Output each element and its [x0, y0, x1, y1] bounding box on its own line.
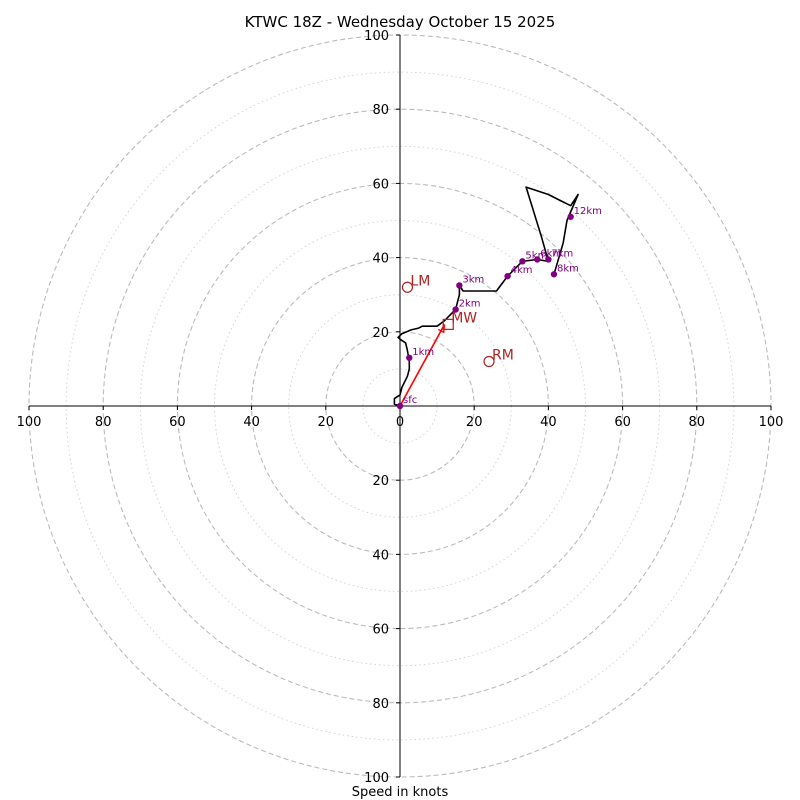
y-tick-label: 20 [372, 326, 389, 341]
x-tick-label: 80 [689, 415, 706, 430]
x-tick-label: 60 [614, 415, 631, 430]
height-label-1km: 1km [412, 347, 434, 358]
storm-marker-mw [442, 318, 454, 330]
hodograph-trace-group [393, 186, 579, 407]
height-marker-sfc [396, 402, 404, 410]
y-tick-label: 100 [364, 771, 389, 786]
height-label-4km: 4km [511, 265, 533, 276]
height-label-2km: 2km [459, 299, 481, 310]
tick-labels: 100 80 60 40 20 0 20 40 60 80 100 100 80 60 40 20 20 40 60… [17, 29, 784, 786]
height-marker-8km [550, 271, 558, 278]
x-tick-label: 100 [17, 415, 42, 430]
y-tick-label: 60 [372, 177, 389, 192]
x-tick-label: 100 [759, 415, 784, 430]
storm-motion-group: LM MW RM [401, 273, 514, 368]
height-label-12km: 12km [574, 206, 602, 217]
height-label-6km: 6km [540, 248, 562, 259]
height-marker-3km [456, 282, 463, 289]
x-tick-label: 20 [466, 415, 483, 430]
storm-marker-rm [483, 355, 495, 368]
height-marker-4km [504, 272, 511, 280]
height-marker-5km [519, 258, 526, 265]
height-label-sfc: sfc [403, 395, 417, 406]
height-marker-12km [567, 213, 574, 220]
x-tick-label: 20 [318, 415, 335, 430]
height-label-8km: 8km [557, 263, 579, 274]
y-tick-label: 20 [372, 474, 389, 489]
y-tick-label: 100 [364, 29, 389, 44]
shear-vector-line [399, 323, 446, 407]
x-tick-label: 60 [169, 415, 186, 430]
height-label-3km: 3km [462, 274, 484, 285]
height-label-7km: 7km [551, 248, 573, 259]
x-tick-label: 0 [396, 415, 404, 430]
y-tick-label: 40 [372, 548, 389, 563]
y-tick-label: 60 [372, 623, 389, 638]
x-tick-label: 40 [243, 415, 260, 430]
height-marker-2km [452, 306, 459, 313]
hodograph-trace [393, 186, 579, 407]
x-tick-label: 40 [540, 415, 557, 430]
height-marker-1km [406, 354, 413, 361]
shear-vector-group [399, 323, 446, 407]
height-label-5km: 5km [525, 250, 547, 261]
y-tick-label: 80 [372, 697, 389, 712]
x-tick-label: 80 [95, 415, 112, 430]
y-tick-label: 40 [372, 252, 389, 267]
storm-label-lm: LM [410, 273, 430, 289]
storm-label-mw: MW [451, 310, 477, 326]
chart-title: KTWC 18Z - Wednesday October 15 2025 [245, 13, 556, 31]
y-tick-label: 80 [372, 103, 389, 118]
height-marker-6km [534, 256, 541, 263]
x-axis-label: Speed in knots [352, 785, 449, 800]
storm-label-rm: RM [492, 347, 514, 363]
shear-vector-head [437, 324, 446, 334]
storm-marker-lm [401, 281, 414, 293]
height-marker-7km [545, 256, 552, 263]
